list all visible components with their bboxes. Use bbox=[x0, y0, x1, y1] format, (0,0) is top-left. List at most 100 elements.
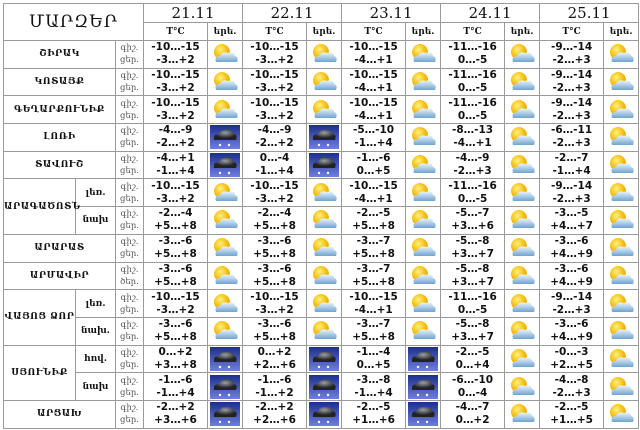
temperature-cell: -10…-15 -3…+2 bbox=[143, 178, 209, 208]
night-temp: -10…-15 bbox=[349, 290, 398, 303]
partly-cloudy-icon bbox=[610, 155, 634, 174]
weather-column-header: երե. bbox=[504, 22, 541, 41]
temperature-cell: -4…-9 -2…+3 bbox=[440, 150, 506, 180]
weather-icon-cell bbox=[306, 233, 343, 263]
day-temp: 0…-5 bbox=[457, 109, 488, 122]
weather-icon-cell bbox=[306, 316, 343, 346]
night-temp: -5…-10 bbox=[352, 124, 395, 137]
day-temp: 0…+5 bbox=[356, 358, 391, 371]
partly-cloudy-icon bbox=[214, 99, 238, 118]
weather-icon-cell bbox=[504, 150, 541, 180]
region-name: ՍՅՈՒՆԻՔ bbox=[3, 344, 76, 401]
partly-cloudy-icon bbox=[313, 321, 337, 340]
snow-cloud-icon bbox=[210, 153, 241, 178]
weather-icon-cell bbox=[504, 316, 541, 346]
day-temp: -1…+4 bbox=[552, 165, 591, 178]
day-temp: -2…+3 bbox=[552, 192, 591, 205]
partly-cloudy-icon bbox=[313, 293, 337, 312]
period-labels: գիշ. ցեր. bbox=[114, 150, 145, 180]
day-temp: 0…-5 bbox=[457, 82, 488, 95]
day-temp: +5…+8 bbox=[253, 248, 296, 261]
temperature-cell: -9…-14 -2…+3 bbox=[539, 178, 605, 208]
day-temp: -3…+2 bbox=[255, 82, 294, 95]
snow-cloud-icon bbox=[309, 402, 340, 427]
night-temp: -3…-6 bbox=[158, 262, 193, 275]
temperature-cell: -2…-5 0…+4 bbox=[440, 344, 506, 374]
night-temp: -3…-6 bbox=[158, 235, 193, 248]
subregion-name: հով. bbox=[75, 344, 116, 374]
weather-icon-cell bbox=[405, 289, 442, 318]
partly-cloudy-icon bbox=[412, 44, 436, 63]
night-temp: -3…-6 bbox=[554, 318, 589, 331]
partly-cloudy-icon bbox=[412, 127, 436, 146]
day-temp: +5…+8 bbox=[253, 275, 296, 288]
day-label: ցեր. bbox=[120, 304, 139, 315]
day-temp: +3…+8 bbox=[154, 358, 197, 371]
day-temp: +2…+5 bbox=[550, 358, 593, 371]
day-temp: 0…-5 bbox=[457, 54, 488, 67]
region-name: ՎԱՅՈՑ ՁՈՐ bbox=[3, 289, 76, 346]
day-temp: -2…+3 bbox=[453, 165, 492, 178]
night-temp: -10…-15 bbox=[151, 96, 200, 109]
partly-cloudy-icon bbox=[313, 44, 337, 63]
temperature-cell: -3…-7 +5…+8 bbox=[341, 233, 407, 263]
weather-icon-cell bbox=[504, 399, 541, 429]
temperature-cell: 0…+2 +3…+8 bbox=[143, 344, 209, 374]
night-temp: -10…-15 bbox=[151, 290, 200, 303]
temperature-cell: -8…-13 -4…+1 bbox=[440, 123, 506, 152]
night-temp: -2…-5 bbox=[455, 345, 490, 358]
partly-cloudy-icon bbox=[511, 404, 535, 423]
day-temp: -2…+3 bbox=[552, 137, 591, 150]
day-temp: +3…+6 bbox=[154, 414, 197, 427]
partly-cloudy-icon bbox=[511, 155, 535, 174]
temperature-cell: -10…-15 -4…+1 bbox=[341, 40, 407, 69]
period-labels: գիշ. ցեր. bbox=[114, 316, 145, 346]
partly-cloudy-icon bbox=[412, 155, 436, 174]
weather-icon-cell bbox=[306, 95, 343, 125]
table-row: ԱՐՑԱԽ գիշ. ցեր. -2…+2 +3…+6 -2…+2 +2…+6 -2…-5 +1… bbox=[3, 399, 640, 429]
night-temp: -9…-14 bbox=[551, 69, 593, 82]
temperature-cell: -11…-16 0…-5 bbox=[440, 289, 506, 318]
partly-cloudy-icon bbox=[610, 348, 634, 367]
weather-icon-cell bbox=[504, 372, 541, 401]
night-temp: -3…-8 bbox=[356, 373, 391, 386]
weather-icon-cell bbox=[207, 67, 244, 97]
weather-icon-cell bbox=[306, 67, 343, 97]
temperature-cell: -3…-6 +4…+9 bbox=[539, 261, 605, 291]
day-temp: +5…+8 bbox=[253, 331, 296, 344]
temp-column-header: T°C bbox=[143, 22, 209, 41]
weather-icon-cell bbox=[405, 261, 442, 291]
night-temp: -1…-4 bbox=[356, 345, 391, 358]
temperature-cell: -10…-15 -3…+2 bbox=[242, 178, 308, 208]
partly-cloudy-icon bbox=[214, 44, 238, 63]
day-temp: +4…+9 bbox=[550, 331, 593, 344]
partly-cloudy-icon bbox=[412, 72, 436, 91]
day-temp: +5…+8 bbox=[154, 275, 197, 288]
partly-cloudy-icon bbox=[313, 99, 337, 118]
day-temp: -3…+2 bbox=[255, 192, 294, 205]
temperature-cell: -2…-5 +1…+5 bbox=[539, 399, 605, 429]
partly-cloudy-icon bbox=[313, 182, 337, 201]
night-temp: -9…-14 bbox=[551, 290, 593, 303]
weather-icon-cell bbox=[207, 150, 244, 180]
weather-forecast-table: ՄԱՐԶԵՐ 21.11 22.11 23.11 24.11 25.11 T°C երե.… bbox=[2, 3, 640, 429]
day-temp: -4…+1 bbox=[354, 54, 393, 67]
night-temp: -4…+1 bbox=[156, 152, 195, 165]
day-temp: -3…+2 bbox=[255, 109, 294, 122]
period-labels: գիշ. ցեր. bbox=[114, 67, 145, 97]
partly-cloudy-icon bbox=[214, 293, 238, 312]
night-temp: -0…-3 bbox=[554, 345, 589, 358]
snow-cloud-icon bbox=[309, 125, 340, 150]
night-label: գիշ. bbox=[120, 71, 139, 82]
temperature-cell: -10…-15 -4…+1 bbox=[341, 67, 407, 97]
temperature-cell: -10…-15 -3…+2 bbox=[143, 67, 209, 97]
partly-cloudy-icon bbox=[610, 99, 634, 118]
snow-cloud-icon bbox=[210, 125, 241, 150]
weather-icon-cell bbox=[306, 372, 343, 401]
weather-icon-cell bbox=[504, 67, 541, 97]
night-temp: -6…-10 bbox=[451, 373, 494, 386]
temp-column-header: T°C bbox=[539, 22, 605, 41]
temp-column-header: T°C bbox=[440, 22, 506, 41]
day-temp: -4…+1 bbox=[354, 82, 393, 95]
night-temp: -2…-5 bbox=[356, 207, 391, 220]
